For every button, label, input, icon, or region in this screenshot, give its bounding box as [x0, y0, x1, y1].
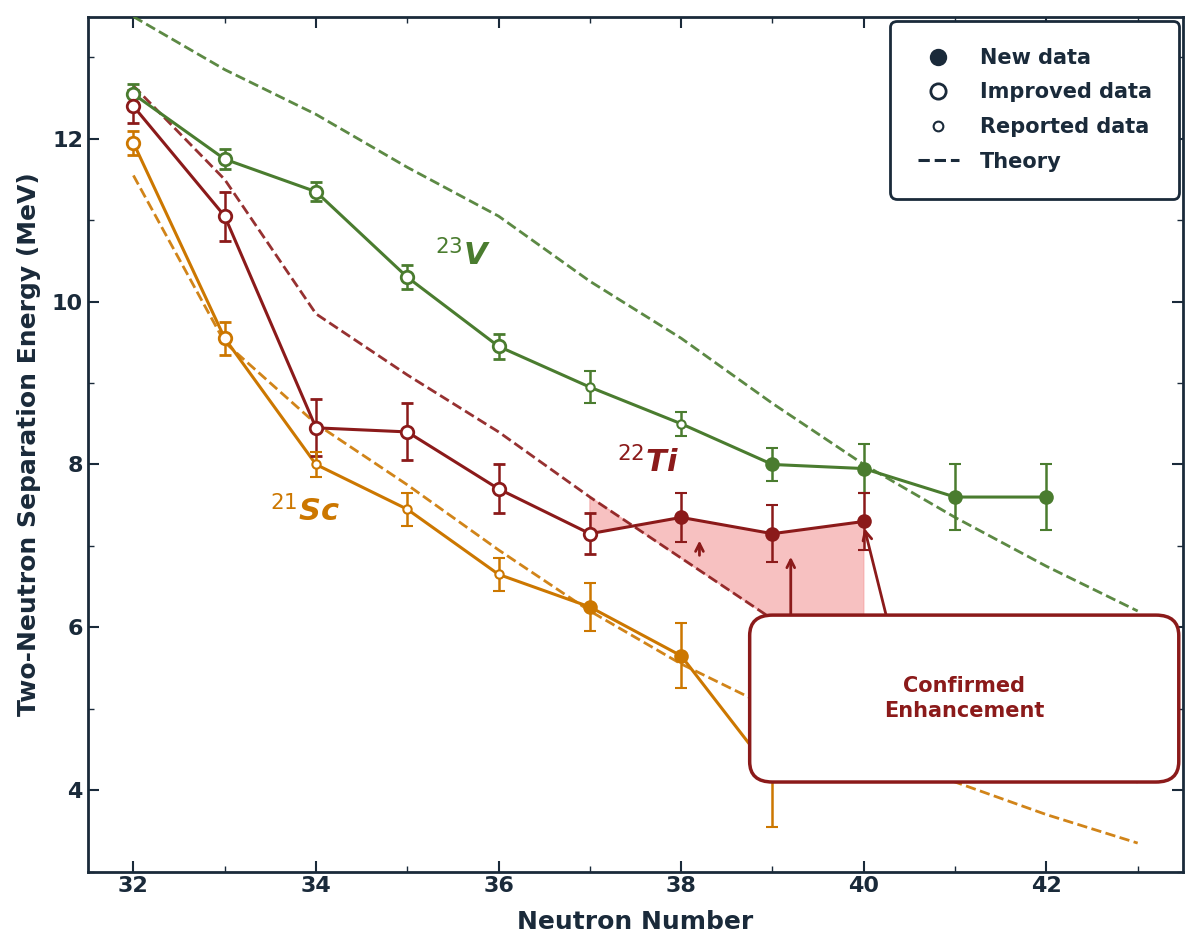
Text: $^{23}$V: $^{23}$V	[434, 239, 491, 271]
Legend: New data, Improved data, Reported data, Theory: New data, Improved data, Reported data, …	[896, 27, 1172, 192]
Text: $^{22}$Ti: $^{22}$Ti	[617, 446, 679, 478]
X-axis label: Neutron Number: Neutron Number	[517, 910, 754, 934]
Y-axis label: Two-Neutron Separation Energy (MeV): Two-Neutron Separation Energy (MeV)	[17, 172, 41, 716]
Text: $^{21}$Sc: $^{21}$Sc	[270, 495, 341, 528]
Text: Confirmed
Enhancement: Confirmed Enhancement	[884, 676, 1044, 721]
FancyBboxPatch shape	[750, 615, 1178, 782]
Polygon shape	[590, 497, 864, 664]
